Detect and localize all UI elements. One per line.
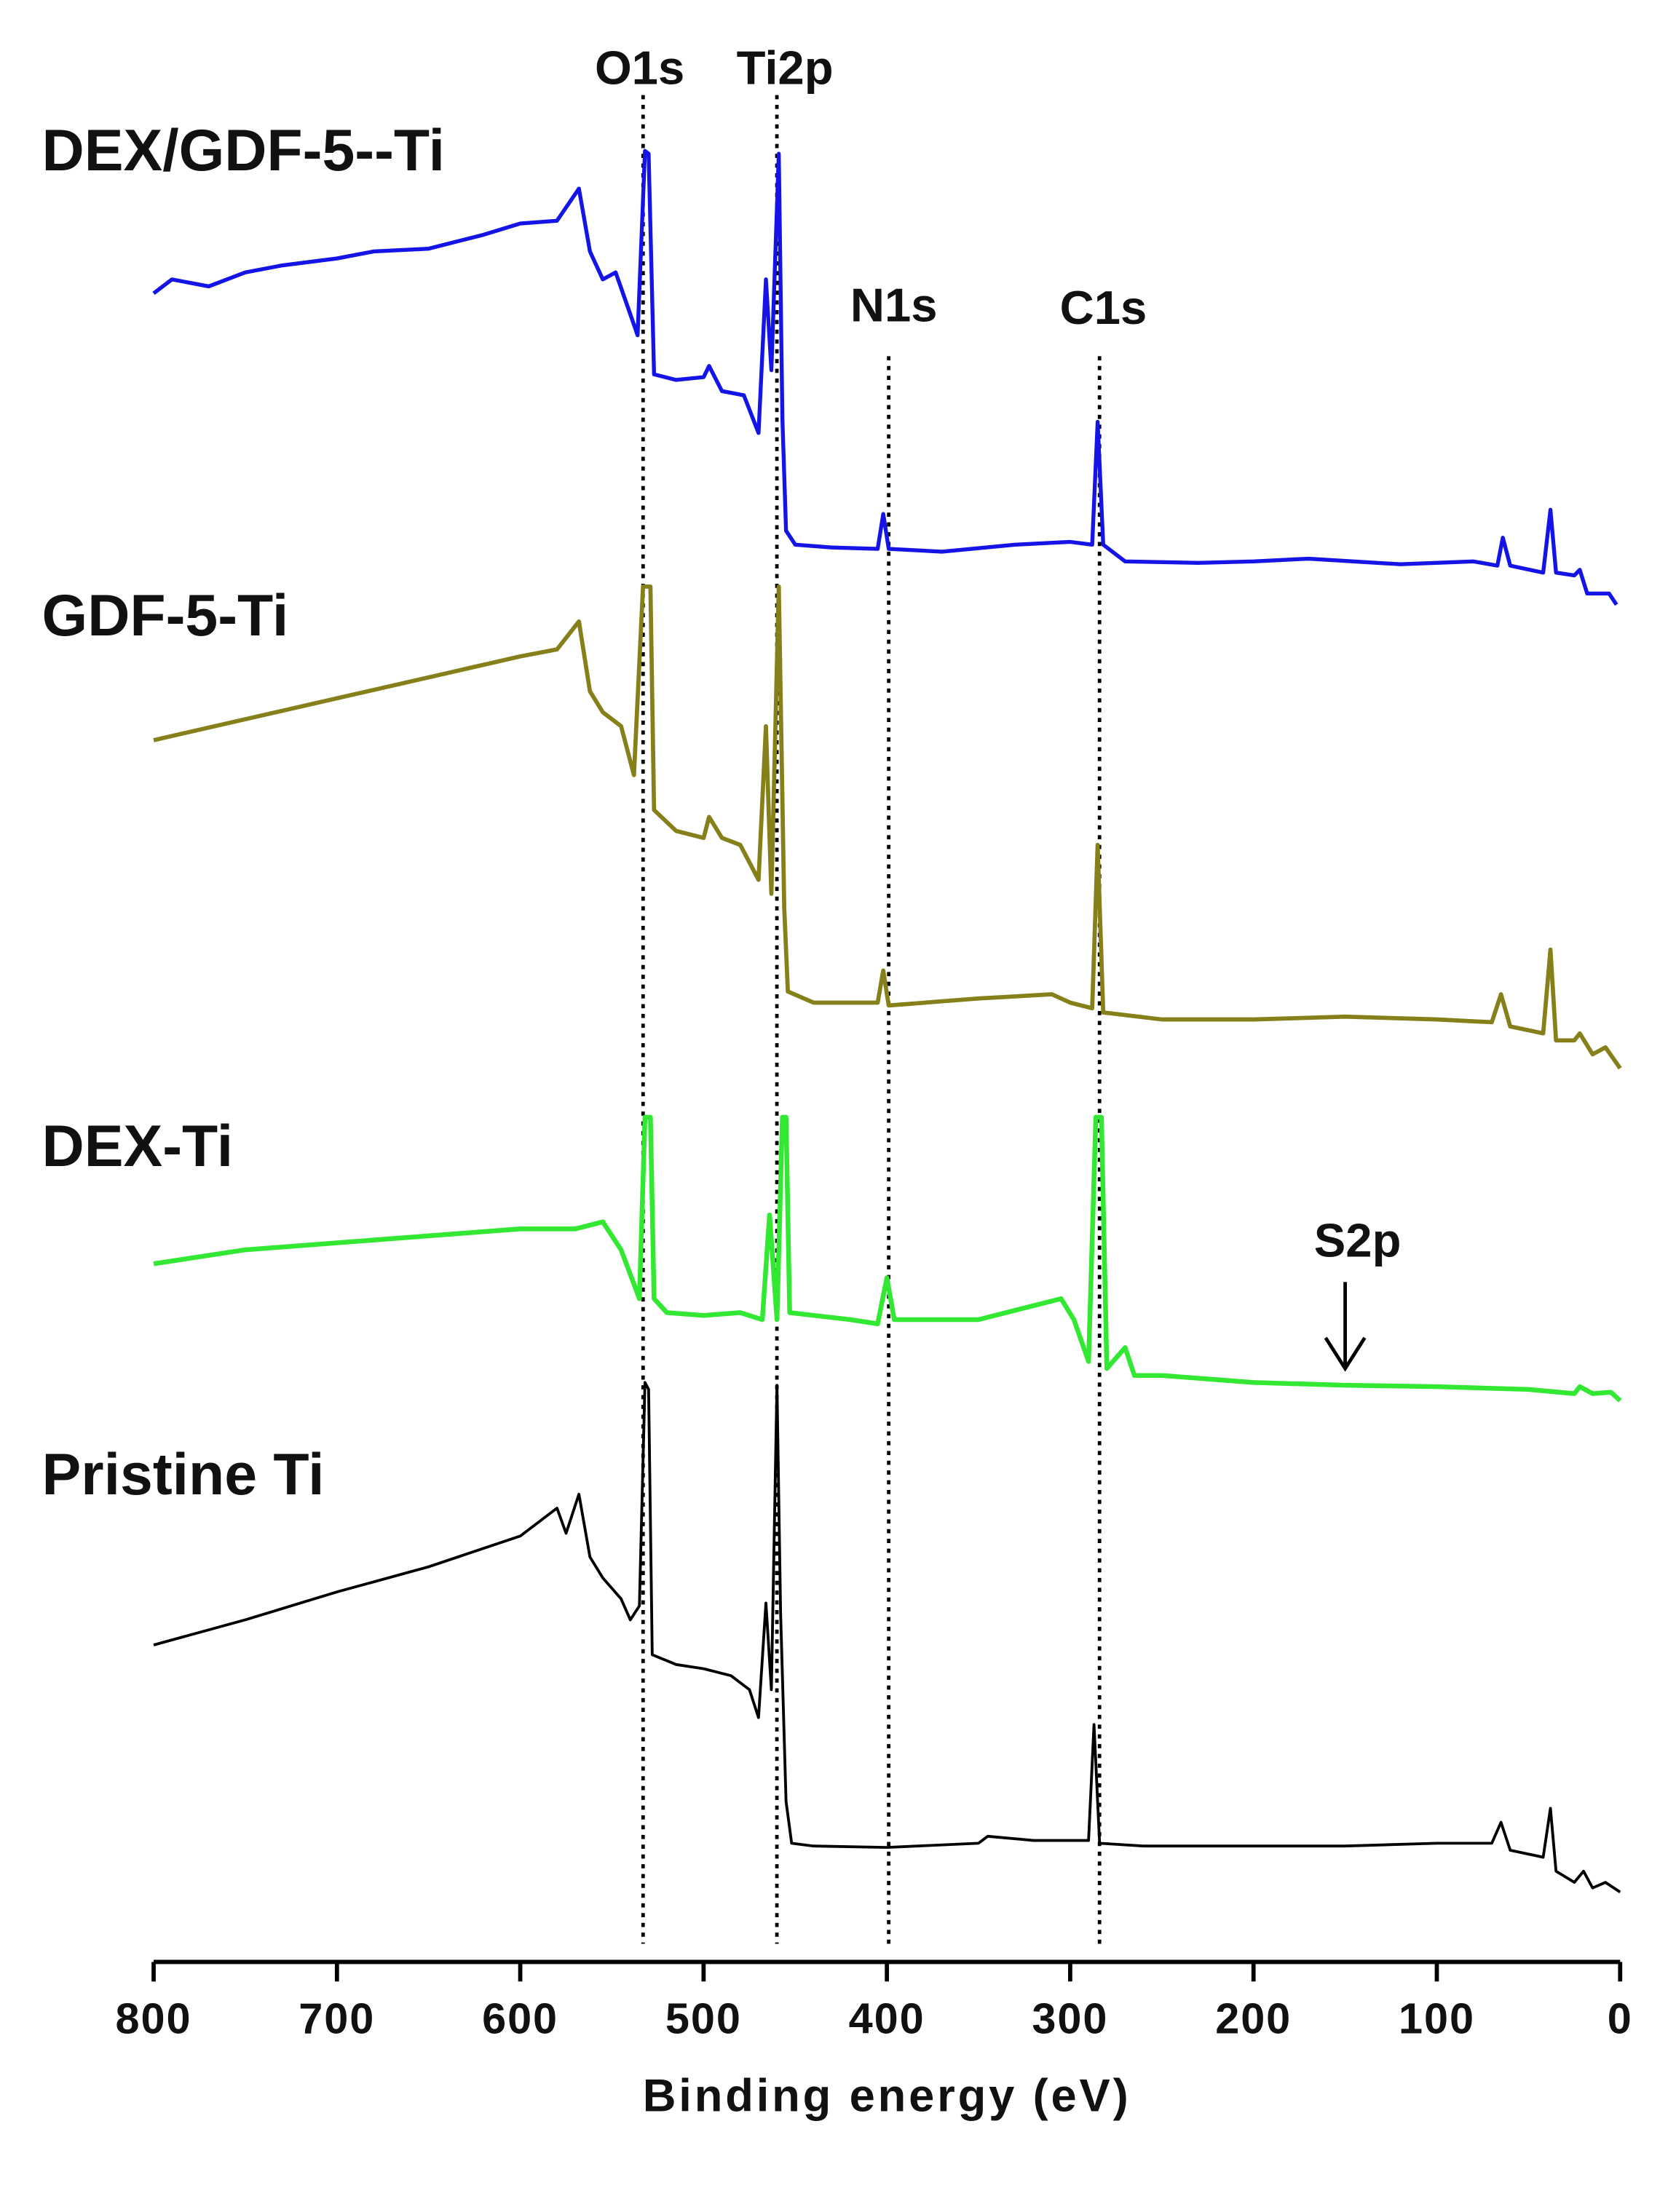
arrow <box>1324 1282 1367 1372</box>
series-label: DEX-Ti <box>42 1114 234 1179</box>
series-label: GDF-5-Ti <box>42 583 289 649</box>
x-axis-title: Binding energy (eV) <box>643 2071 1131 2122</box>
spectrum-line <box>152 148 1618 606</box>
peak-label: Ti2p <box>737 41 834 94</box>
spectrum-line <box>153 1114 1622 1403</box>
x-tick-label: 700 <box>299 1994 375 2042</box>
x-tick-label: 200 <box>1215 1994 1292 2042</box>
x-tick-label: 600 <box>482 1994 558 2042</box>
series-label: DEX/GDF-5--Ti <box>42 118 446 183</box>
x-tick-label: 100 <box>1399 1994 1475 2042</box>
peak-label: S2p <box>1314 1214 1402 1267</box>
peak-label: O1s <box>595 41 684 94</box>
x-tick-label: 500 <box>665 1994 742 2042</box>
spectrum-line <box>153 1381 1621 1894</box>
peak-label: C1s <box>1060 281 1147 334</box>
x-tick-label: 800 <box>116 1994 192 2042</box>
spectrum-line <box>153 584 1622 1070</box>
peak-label: N1s <box>850 278 938 331</box>
x-tick-label: 0 <box>1608 1994 1633 2042</box>
x-tick-label: 400 <box>849 1994 925 2042</box>
series-label: Pristine Ti <box>42 1442 325 1507</box>
x-tick-label: 300 <box>1032 1994 1108 2042</box>
